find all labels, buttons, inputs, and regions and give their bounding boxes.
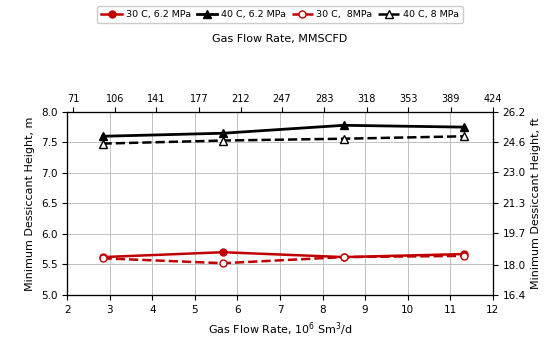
30 C, 6.2 MPa	[340, 255, 347, 259]
30 C,  8MPa	[220, 261, 226, 265]
Y-axis label: Minimum Dessiccant Height, ft: Minimum Dessiccant Height, ft	[531, 118, 542, 289]
Line: 30 C,  8MPa: 30 C, 8MPa	[99, 253, 468, 267]
40 C, 8 MPa	[99, 142, 106, 146]
Text: Gas Flow Rate, MMSCFD: Gas Flow Rate, MMSCFD	[212, 34, 348, 44]
Line: 40 C, 6.2 MPa: 40 C, 6.2 MPa	[99, 121, 469, 140]
Legend: 30 C, 6.2 MPa, 40 C, 6.2 MPa, 30 C,  8MPa, 40 C, 8 MPa: 30 C, 6.2 MPa, 40 C, 6.2 MPa, 30 C, 8MPa…	[97, 6, 463, 23]
30 C,  8MPa	[99, 256, 106, 260]
40 C, 6.2 MPa	[99, 134, 106, 138]
40 C, 8 MPa	[340, 137, 347, 141]
30 C,  8MPa	[461, 254, 468, 258]
30 C, 6.2 MPa	[220, 250, 226, 254]
40 C, 8 MPa	[220, 139, 226, 143]
40 C, 6.2 MPa	[340, 123, 347, 127]
Y-axis label: Minimum Dessiccant Height, m: Minimum Dessiccant Height, m	[25, 116, 35, 291]
X-axis label: Gas Flow Rate, 10$^6$ Sm$^3$/d: Gas Flow Rate, 10$^6$ Sm$^3$/d	[208, 320, 352, 338]
40 C, 6.2 MPa	[220, 131, 226, 135]
30 C, 6.2 MPa	[99, 255, 106, 259]
40 C, 8 MPa	[461, 134, 468, 138]
40 C, 6.2 MPa	[461, 125, 468, 129]
30 C, 6.2 MPa	[461, 252, 468, 256]
Line: 30 C, 6.2 MPa: 30 C, 6.2 MPa	[99, 249, 468, 261]
Line: 40 C, 8 MPa: 40 C, 8 MPa	[99, 132, 469, 148]
30 C,  8MPa	[340, 255, 347, 259]
